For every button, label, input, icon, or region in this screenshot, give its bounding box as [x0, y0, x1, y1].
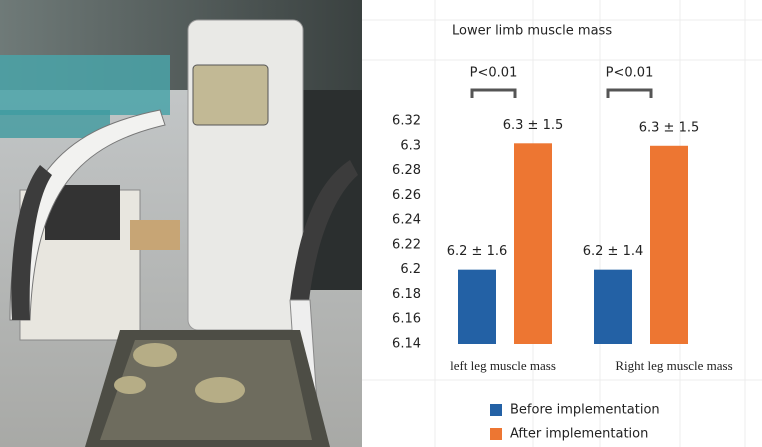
- significance-bracket: [606, 88, 653, 98]
- y-tick-label: 6.2: [400, 262, 421, 277]
- bar: [594, 269, 632, 344]
- y-tick-label: 6.18: [392, 287, 421, 302]
- y-tick-label: 6.32: [392, 114, 421, 129]
- value-label: 6.3 ± 1.5: [503, 118, 564, 133]
- annotation: P<0.01: [470, 66, 518, 81]
- value-label: 6.2 ± 1.6: [447, 244, 508, 259]
- sheet-grid: [362, 0, 762, 447]
- legend-label: Before implementation: [510, 403, 660, 418]
- value-label: 6.3 ± 1.5: [639, 120, 700, 135]
- bar: [458, 269, 496, 344]
- bar: [650, 145, 688, 344]
- x-tick-label: Right leg muscle mass: [615, 358, 732, 373]
- y-tick-label: 6.16: [392, 312, 421, 327]
- chart-title: Lower limb muscle mass: [452, 24, 612, 39]
- legend-label: After implementation: [510, 427, 648, 442]
- x-tick-label: left leg muscle mass: [450, 358, 556, 373]
- value-label: 6.2 ± 1.4: [583, 244, 644, 259]
- y-tick-label: 6.22: [392, 237, 421, 252]
- y-tick-label: 6.3: [400, 138, 421, 153]
- y-tick-label: 6.14: [392, 337, 421, 352]
- legend-swatch: [490, 428, 502, 440]
- y-tick-label: 6.26: [392, 188, 421, 203]
- significance-bracket: [470, 88, 517, 98]
- y-tick-label: 6.28: [392, 163, 421, 178]
- annotation: P<0.01: [606, 66, 654, 81]
- photo: [0, 0, 362, 447]
- bar: [514, 143, 552, 344]
- y-tick-label: 6.24: [392, 213, 421, 228]
- legend-swatch: [490, 404, 502, 416]
